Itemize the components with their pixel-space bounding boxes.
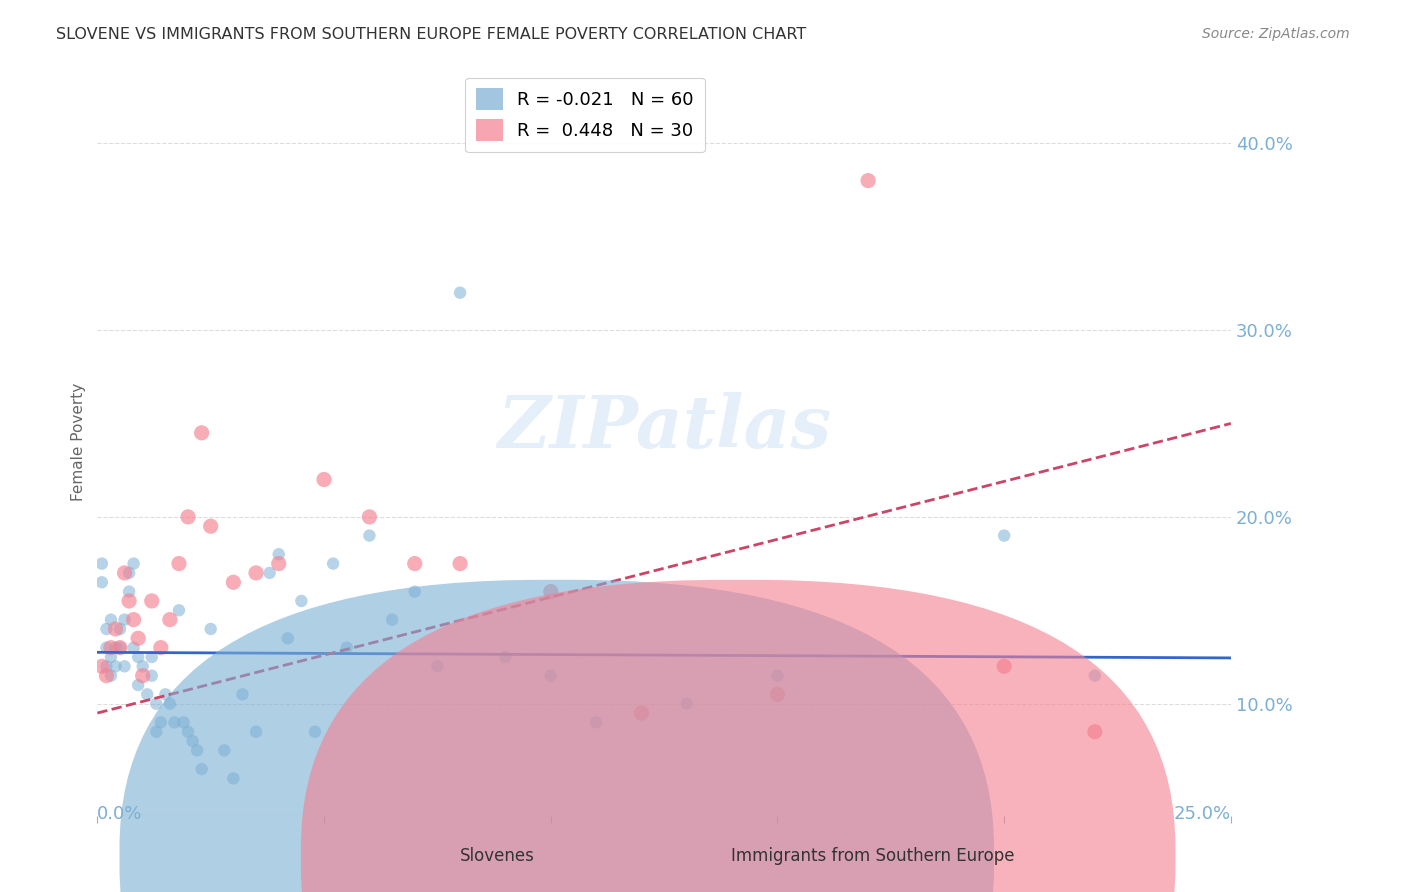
Point [267,547,290,561]
Point [90,575,112,590]
Point [100,640,122,655]
Point [90,557,112,571]
Point [100,668,122,682]
Point [245,724,267,739]
Point [312,473,335,487]
Point [108,640,131,655]
Point [231,687,253,701]
Point [267,557,290,571]
Point [766,687,789,701]
Point [381,613,404,627]
Text: 25.0%: 25.0% [1174,805,1230,822]
Point [277,632,299,646]
Point [96,668,118,682]
Point [122,613,145,627]
Point [585,715,607,730]
Point [181,734,204,748]
Point [141,594,163,608]
Point [96,659,118,673]
Point [1084,724,1107,739]
Point [131,668,153,682]
Point [177,724,200,739]
Point [190,425,212,440]
Point [159,613,181,627]
Point [118,584,141,599]
Point [90,659,112,673]
Point [118,594,141,608]
Point [159,697,181,711]
Point [136,687,159,701]
Point [149,640,172,655]
Point [222,772,245,786]
Point [359,509,381,524]
Text: ZIPatlas: ZIPatlas [498,392,831,463]
Point [155,687,177,701]
Point [104,622,127,636]
Point [494,650,516,665]
Text: 0.0%: 0.0% [97,805,143,822]
Point [675,697,697,711]
Point [122,557,145,571]
Point [118,566,141,580]
Point [186,743,208,757]
Point [404,584,426,599]
Point [114,659,136,673]
Point [100,650,122,665]
Point [766,668,789,682]
Point [167,557,190,571]
Point [449,557,471,571]
Point [222,575,245,590]
Point [131,659,153,673]
Point [856,173,879,187]
Point [141,650,163,665]
Point [200,519,222,533]
Point [426,659,449,673]
Point [304,724,326,739]
Point [122,640,145,655]
Text: SLOVENE VS IMMIGRANTS FROM SOUTHERN EUROPE FEMALE POVERTY CORRELATION CHART: SLOVENE VS IMMIGRANTS FROM SOUTHERN EURO… [56,27,807,42]
Point [104,659,127,673]
Point [177,509,200,524]
Point [449,285,471,300]
Point [127,632,149,646]
Point [96,640,118,655]
Point [104,640,127,655]
Point [145,697,167,711]
Text: Immigrants from Southern Europe: Immigrants from Southern Europe [731,847,1015,865]
Point [322,557,344,571]
Point [190,762,212,776]
Point [336,640,359,655]
Point [100,613,122,627]
Point [108,640,131,655]
Point [114,613,136,627]
Text: Slovenes: Slovenes [460,847,534,865]
Point [200,622,222,636]
Point [114,566,136,580]
Point [149,715,172,730]
Legend: R = -0.021   N = 60, R =  0.448   N = 30: R = -0.021 N = 60, R = 0.448 N = 30 [465,78,704,153]
Point [127,650,149,665]
Point [245,566,267,580]
Point [127,678,149,692]
Point [1084,668,1107,682]
Point [108,622,131,636]
Point [404,557,426,571]
Point [141,668,163,682]
Point [96,622,118,636]
Point [359,528,381,542]
Point [163,715,186,730]
Y-axis label: Female Poverty: Female Poverty [72,383,86,501]
Point [993,659,1015,673]
Text: Source: ZipAtlas.com: Source: ZipAtlas.com [1202,27,1350,41]
Point [145,724,167,739]
Point [993,528,1015,542]
Point [173,715,195,730]
Point [167,603,190,617]
Point [214,743,236,757]
Point [540,668,562,682]
Point [630,706,652,720]
Point [259,566,281,580]
Point [540,584,562,599]
Point [290,594,312,608]
